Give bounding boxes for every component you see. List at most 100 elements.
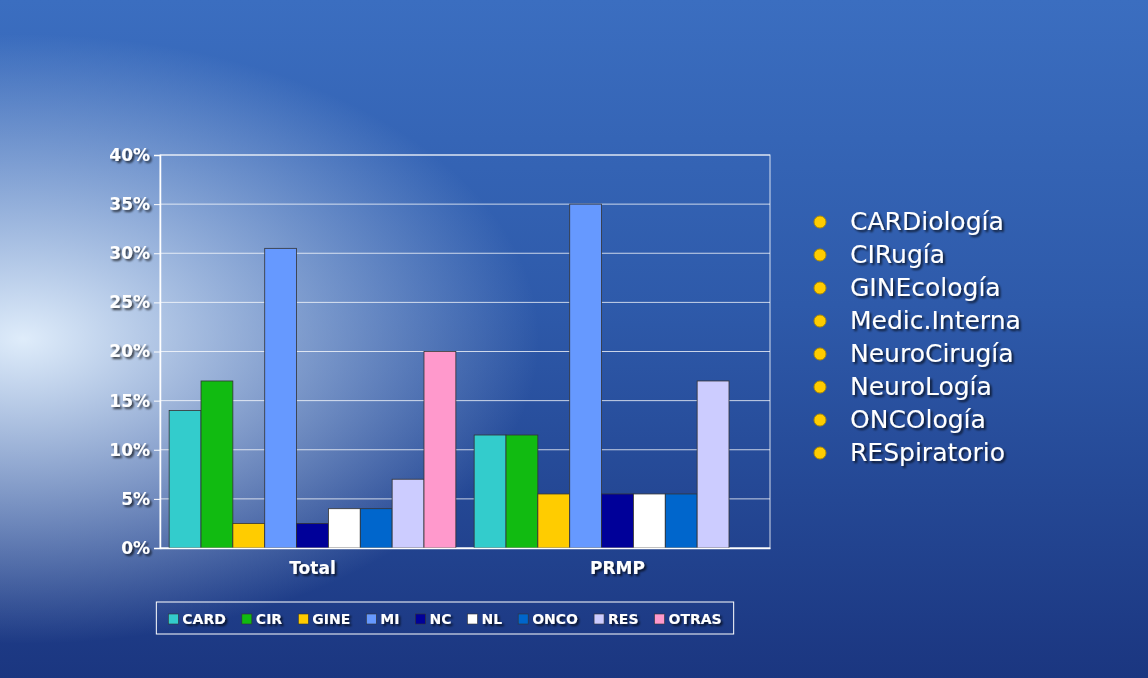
legend-label: NC	[429, 611, 451, 627]
bar	[665, 494, 697, 548]
annotation: Medic.Interna	[850, 306, 1021, 335]
y-tick: 5%	[121, 489, 160, 509]
annotation: CARDiología	[850, 207, 1004, 236]
legend-item: CARD	[168, 611, 226, 627]
y-tick: 35%	[109, 194, 160, 214]
x-axis-line	[161, 548, 771, 550]
bullet	[814, 249, 826, 261]
legend-label: CARD	[182, 611, 226, 627]
legend-item: OTRAS	[655, 611, 722, 627]
legend-swatch	[467, 614, 477, 624]
y-tick: 30%	[109, 243, 160, 263]
x-tick: PRMP	[590, 548, 645, 578]
legend-label: CIR	[256, 611, 282, 627]
bar	[474, 435, 506, 548]
background-glow	[0, 0, 1148, 678]
y-tick-mark	[154, 155, 160, 156]
legend-item: MI	[366, 611, 399, 627]
y-tick-label: 35%	[109, 194, 150, 214]
chart-root: 0% 5% 10% 15% 20% 25% 30% 35% 40% Total PRMP CARD CI…	[0, 0, 1148, 678]
bar	[633, 494, 665, 548]
legend-label: OTRAS	[669, 611, 722, 627]
legend-label: NL	[481, 611, 502, 627]
legend-swatch	[242, 614, 252, 624]
y-tick-mark	[154, 401, 160, 402]
y-tick: 0%	[121, 538, 160, 558]
legend-label: RES	[608, 611, 638, 627]
bullet	[814, 381, 826, 393]
y-tick-mark	[154, 450, 160, 451]
legend-swatch	[594, 614, 604, 624]
legend-box	[156, 602, 733, 634]
bar	[297, 523, 329, 548]
legend-item: ONCO	[518, 611, 578, 627]
bullet	[814, 414, 826, 426]
legend-item: NL	[467, 611, 502, 627]
y-axis-line	[154, 156, 161, 549]
bar	[360, 509, 392, 548]
y-tick-label: 25%	[109, 292, 150, 312]
annotation: NeuroLogía	[850, 372, 992, 401]
y-tick-label: 5%	[121, 489, 150, 509]
legend-swatch	[366, 614, 376, 624]
bar	[392, 479, 424, 548]
y-tick-mark	[154, 302, 160, 303]
grid-line	[160, 351, 770, 352]
bar	[538, 494, 570, 548]
y-tick-mark	[154, 499, 160, 500]
background	[0, 0, 1148, 678]
y-tick-label: 40%	[109, 145, 150, 165]
x-tick-label: Total	[289, 558, 335, 578]
legend-label: ONCO	[532, 611, 578, 627]
legend-item: GINE	[298, 611, 350, 627]
bar	[424, 352, 456, 549]
bullet	[814, 282, 826, 294]
legend-swatch	[298, 614, 308, 624]
x-axis: Total PRMP	[161, 548, 771, 578]
y-tick-mark	[154, 204, 160, 205]
y-tick-mark	[154, 548, 160, 549]
x-tick: Total	[289, 548, 335, 578]
y-tick-label: 15%	[109, 391, 150, 411]
x-tick-label: PRMP	[590, 558, 645, 578]
grid-line	[160, 204, 770, 205]
y-tick: 40%	[109, 145, 160, 165]
legend: CARD CIR GINE MI NC NL ONCO RES OTRAS	[156, 602, 733, 634]
legend-label: MI	[380, 611, 399, 627]
bar	[201, 381, 233, 548]
legend-item: RES	[594, 611, 638, 627]
bar	[265, 248, 297, 548]
bullet	[814, 315, 826, 327]
annotation: RESpiratorio	[850, 438, 1005, 467]
bullet	[814, 447, 826, 459]
y-tick-mark	[154, 352, 160, 353]
y-tick-mark	[154, 253, 160, 254]
grid-line	[160, 253, 770, 254]
annotation: ONCOlogía	[850, 405, 986, 434]
y-tick: 25%	[109, 292, 160, 312]
bullet	[814, 216, 826, 228]
bar	[169, 410, 201, 548]
y-tick-label: 20%	[109, 341, 150, 361]
grid-line	[160, 400, 770, 401]
legend-item: CIR	[242, 611, 282, 627]
grid	[160, 155, 770, 548]
legend-swatch	[655, 614, 665, 624]
y-axis: 0% 5% 10% 15% 20% 25% 30% 35% 40%	[109, 145, 160, 558]
y-tick: 15%	[109, 391, 160, 411]
legend-swatch	[415, 614, 425, 624]
bar	[233, 523, 265, 548]
legend-swatch	[168, 614, 178, 624]
y-tick: 10%	[109, 440, 160, 460]
grid-line	[160, 302, 770, 303]
legend-item: NC	[415, 611, 451, 627]
y-tick-label: 30%	[109, 243, 150, 263]
annotation: NeuroCirugía	[850, 339, 1014, 368]
bars	[169, 204, 729, 548]
bar	[506, 435, 538, 548]
bullet	[814, 348, 826, 360]
y-tick: 20%	[109, 341, 160, 361]
bar	[697, 381, 729, 548]
bar	[570, 204, 602, 548]
annotation: GINEcología	[850, 273, 1001, 302]
